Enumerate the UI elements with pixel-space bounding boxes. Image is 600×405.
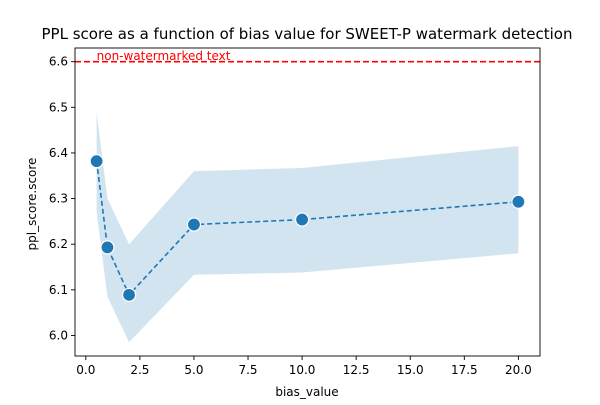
x-tick-label: 2.5 (130, 363, 149, 377)
y-axis-label: ppl_score.score (25, 158, 39, 251)
y-tick-label: 6.4 (49, 146, 68, 160)
x-axis-label: bias_value (275, 385, 338, 399)
data-point (294, 212, 310, 227)
y-tick-label: 6.1 (49, 283, 68, 297)
x-tick-label: 15.0 (397, 363, 424, 377)
data-point (100, 240, 115, 255)
x-tick-label: 20.0 (505, 363, 532, 377)
series-line (95, 161, 519, 297)
x-tick-label: 12.5 (343, 363, 370, 377)
y-tick-label: 6.6 (49, 55, 68, 69)
data-point (89, 154, 104, 169)
data-point (121, 287, 137, 302)
y-tick-label: 6.2 (49, 237, 68, 251)
data-point (186, 217, 202, 232)
x-tick-label: 7.5 (238, 363, 257, 377)
plot-frame (74, 47, 541, 357)
confidence-band (96, 111, 519, 343)
chart-title: PPL score as a function of bias value fo… (42, 25, 573, 43)
x-tick-label: 17.5 (451, 363, 478, 377)
x-tick-label: 0.0 (76, 363, 95, 377)
y-tick-label: 6.0 (49, 328, 68, 342)
y-tick-label: 6.3 (49, 192, 68, 206)
x-tick-label: 10.0 (289, 363, 316, 377)
reference-line-label: non-watermarked text (97, 49, 231, 63)
plot-area: non-watermarked text 0.0 2.5 5.0 7.5 10.0 12.5… (49, 47, 541, 377)
x-tick-label: 5.0 (184, 363, 203, 377)
data-point (511, 194, 526, 209)
y-tick-label: 6.5 (49, 100, 68, 114)
